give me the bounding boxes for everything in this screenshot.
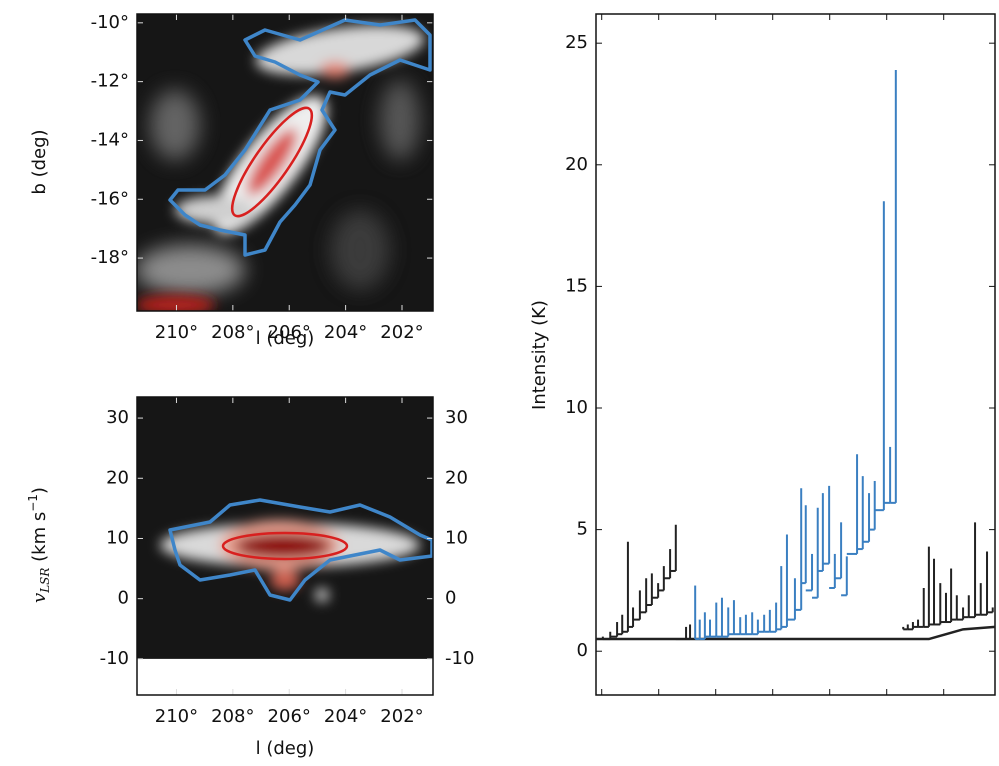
pv-image [137, 397, 433, 659]
y-tick-label: 0 [577, 640, 588, 661]
x-tick-label: 202° [380, 322, 423, 343]
y-tick-label: 5 [577, 519, 588, 540]
y-tick-label: 10 [565, 397, 588, 418]
y-tick-label: 10 [106, 527, 129, 548]
y-axis-label-sub: LSR [38, 568, 52, 594]
y-axis-label: vLSR (km s−1) [26, 487, 52, 603]
x-tick-label: 202° [380, 706, 423, 727]
y-tick-label: -12° [91, 71, 129, 92]
x-tick-label: 204° [324, 706, 367, 727]
y-tick-label: 20 [106, 467, 129, 488]
y2-tick-label: 20 [445, 467, 468, 488]
plot-frame [136, 13, 434, 312]
x-tick-label: 210° [155, 322, 198, 343]
plot-frame [136, 396, 434, 696]
x-tick-label: 204° [324, 322, 367, 343]
y2-tick-label: 10 [445, 527, 468, 548]
y-tick-label: -16° [91, 188, 129, 209]
y-tick-label: -14° [91, 129, 129, 150]
y-tick-label: 0 [118, 588, 129, 609]
x-axis-label: l (deg) [256, 738, 315, 759]
y2-tick-label: 0 [445, 588, 456, 609]
y-axis-label-var: v [29, 593, 50, 603]
map-image [137, 14, 433, 311]
y-tick-label: 20 [565, 154, 588, 175]
plot-frame [595, 13, 996, 696]
x-tick-label: 210° [155, 706, 198, 727]
y-axis-label-sup: −1 [26, 494, 40, 512]
y-axis-label-end: ) [29, 487, 50, 494]
y-tick-label: -18° [91, 247, 129, 268]
y2-tick-label: 30 [445, 407, 468, 428]
y-axis-label: b (deg) [29, 129, 50, 194]
trunk [596, 625, 996, 641]
y2-tick-label: -10 [445, 648, 474, 669]
y-tick-label: -10 [100, 648, 129, 669]
x-tick-label: 206° [268, 706, 311, 727]
y-tick-label: -10° [91, 12, 129, 33]
y-tick-label: 25 [565, 32, 588, 53]
x-axis-label: l (deg) [256, 328, 315, 349]
x-tick-label: 206° [268, 322, 311, 343]
x-tick-label: 208° [211, 706, 254, 727]
y-tick-label: 15 [565, 275, 588, 296]
y-tick-label: 30 [106, 407, 129, 428]
y-axis-label-unit: (km s [29, 512, 50, 568]
x-tick-label: 208° [211, 322, 254, 343]
y-axis-label: Intensity (K) [529, 300, 550, 410]
